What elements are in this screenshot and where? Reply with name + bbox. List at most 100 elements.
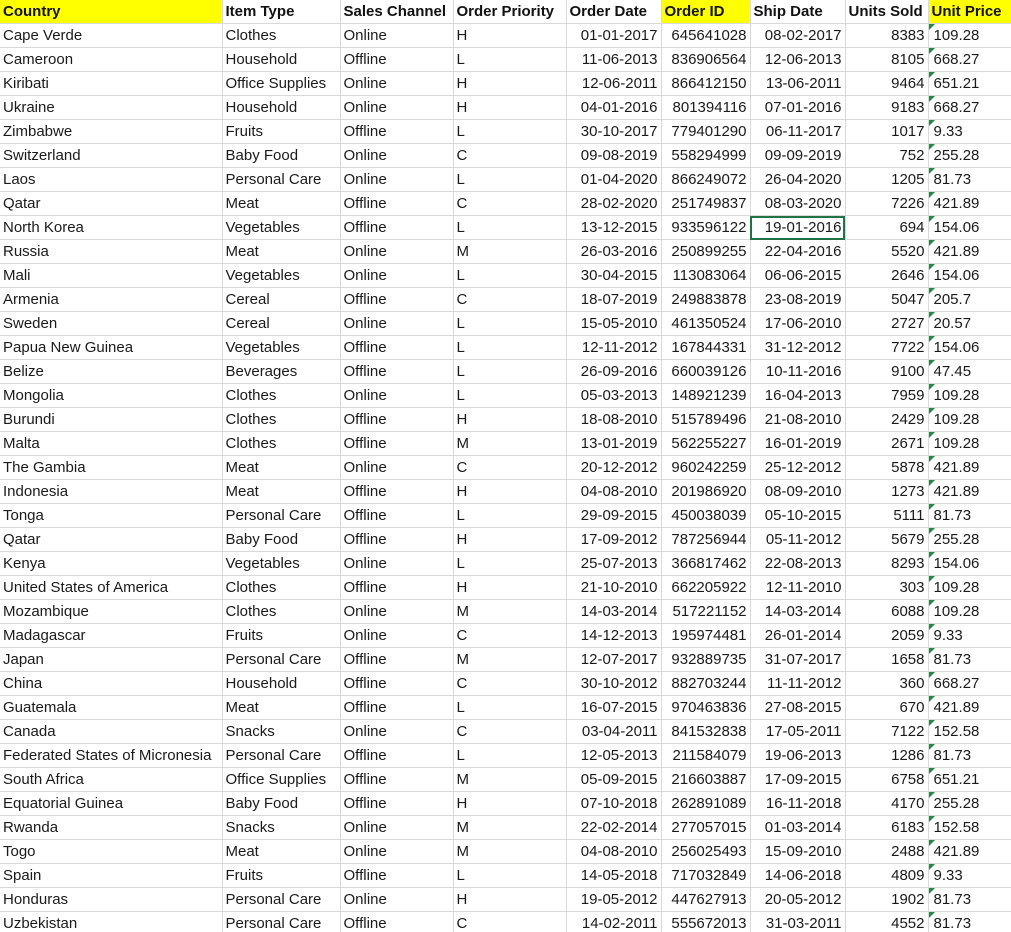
cell-item-type[interactable]: Vegetables <box>222 335 341 360</box>
cell-country[interactable]: Kenya <box>0 551 223 576</box>
cell-sales-channel[interactable]: Offline <box>340 119 454 144</box>
cell-country[interactable]: Mali <box>0 263 223 288</box>
cell-order-priority[interactable]: L <box>453 503 567 528</box>
cell-ship-date[interactable]: 22-08-2013 <box>750 551 846 576</box>
cell-item-type[interactable]: Fruits <box>222 863 341 888</box>
cell-item-type[interactable]: Fruits <box>222 119 341 144</box>
cell-item-type[interactable]: Household <box>222 671 341 696</box>
cell-order-priority[interactable]: C <box>453 911 567 932</box>
cell-ship-date[interactable]: 10-11-2016 <box>750 359 846 384</box>
cell-unit-price[interactable]: 205.7 <box>928 287 1011 312</box>
cell-item-type[interactable]: Household <box>222 47 341 72</box>
cell-ship-date[interactable]: 09-09-2019 <box>750 143 846 168</box>
cell-order-priority[interactable]: M <box>453 839 567 864</box>
cell-sales-channel[interactable]: Online <box>340 551 454 576</box>
cell-sales-channel[interactable]: Online <box>340 719 454 744</box>
cell-item-type[interactable]: Clothes <box>222 383 341 408</box>
cell-sales-channel[interactable]: Offline <box>340 503 454 528</box>
cell-order-date[interactable]: 29-09-2015 <box>566 503 662 528</box>
cell-item-type[interactable]: Baby Food <box>222 527 341 552</box>
cell-order-priority[interactable]: L <box>453 359 567 384</box>
cell-unit-price[interactable]: 81.73 <box>928 647 1011 672</box>
cell-ship-date[interactable]: 14-06-2018 <box>750 863 846 888</box>
cell-order-date[interactable]: 21-10-2010 <box>566 575 662 600</box>
cell-order-date[interactable]: 20-12-2012 <box>566 455 662 480</box>
cell-country[interactable]: Russia <box>0 239 223 264</box>
cell-order-priority[interactable]: H <box>453 479 567 504</box>
cell-order-priority[interactable]: H <box>453 575 567 600</box>
cell-ship-date[interactable]: 17-06-2010 <box>750 311 846 336</box>
cell-country[interactable]: Cape Verde <box>0 23 223 48</box>
cell-sales-channel[interactable]: Online <box>340 23 454 48</box>
cell-units-sold[interactable]: 4552 <box>845 911 929 932</box>
column-header-country[interactable]: Country <box>0 0 223 24</box>
cell-order-date[interactable]: 16-07-2015 <box>566 695 662 720</box>
cell-order-date[interactable]: 30-10-2017 <box>566 119 662 144</box>
cell-sales-channel[interactable]: Offline <box>340 215 454 240</box>
cell-sales-channel[interactable]: Online <box>340 815 454 840</box>
cell-order-id[interactable]: 277057015 <box>661 815 751 840</box>
cell-order-priority[interactable]: M <box>453 767 567 792</box>
cell-unit-price[interactable]: 668.27 <box>928 95 1011 120</box>
cell-order-id[interactable]: 645641028 <box>661 23 751 48</box>
cell-ship-date[interactable]: 11-11-2012 <box>750 671 846 696</box>
cell-order-id[interactable]: 779401290 <box>661 119 751 144</box>
cell-order-priority[interactable]: H <box>453 407 567 432</box>
cell-order-id[interactable]: 201986920 <box>661 479 751 504</box>
cell-order-priority[interactable]: L <box>453 863 567 888</box>
cell-country[interactable]: Zimbabwe <box>0 119 223 144</box>
cell-sales-channel[interactable]: Online <box>340 623 454 648</box>
cell-country[interactable]: Canada <box>0 719 223 744</box>
cell-unit-price[interactable]: 421.89 <box>928 455 1011 480</box>
cell-unit-price[interactable]: 9.33 <box>928 863 1011 888</box>
cell-order-date[interactable]: 05-09-2015 <box>566 767 662 792</box>
cell-order-id[interactable]: 882703244 <box>661 671 751 696</box>
cell-order-date[interactable]: 12-11-2012 <box>566 335 662 360</box>
cell-country[interactable]: Guatemala <box>0 695 223 720</box>
cell-unit-price[interactable]: 109.28 <box>928 599 1011 624</box>
cell-sales-channel[interactable]: Online <box>340 455 454 480</box>
cell-unit-price[interactable]: 421.89 <box>928 839 1011 864</box>
cell-units-sold[interactable]: 1273 <box>845 479 929 504</box>
cell-sales-channel[interactable]: Online <box>340 167 454 192</box>
cell-units-sold[interactable]: 5111 <box>845 503 929 528</box>
cell-order-id[interactable]: 366817462 <box>661 551 751 576</box>
cell-units-sold[interactable]: 6183 <box>845 815 929 840</box>
cell-ship-date[interactable]: 05-10-2015 <box>750 503 846 528</box>
cell-unit-price[interactable]: 668.27 <box>928 671 1011 696</box>
cell-units-sold[interactable]: 6088 <box>845 599 929 624</box>
cell-country[interactable]: Kiribati <box>0 71 223 96</box>
column-header-item-type[interactable]: Item Type <box>222 0 341 24</box>
cell-ship-date[interactable]: 27-08-2015 <box>750 695 846 720</box>
cell-item-type[interactable]: Office Supplies <box>222 767 341 792</box>
cell-item-type[interactable]: Cereal <box>222 287 341 312</box>
cell-item-type[interactable]: Beverages <box>222 359 341 384</box>
column-header-order-date[interactable]: Order Date <box>566 0 662 24</box>
cell-item-type[interactable]: Personal Care <box>222 503 341 528</box>
cell-unit-price[interactable]: 154.06 <box>928 263 1011 288</box>
cell-item-type[interactable]: Meat <box>222 239 341 264</box>
cell-order-id[interactable]: 801394116 <box>661 95 751 120</box>
cell-unit-price[interactable]: 20.57 <box>928 311 1011 336</box>
cell-order-priority[interactable]: L <box>453 167 567 192</box>
cell-order-id[interactable]: 558294999 <box>661 143 751 168</box>
cell-order-id[interactable]: 216603887 <box>661 767 751 792</box>
cell-item-type[interactable]: Personal Care <box>222 911 341 932</box>
cell-sales-channel[interactable]: Online <box>340 71 454 96</box>
cell-order-priority[interactable]: C <box>453 287 567 312</box>
cell-sales-channel[interactable]: Online <box>340 311 454 336</box>
cell-units-sold[interactable]: 1286 <box>845 743 929 768</box>
cell-order-date[interactable]: 22-02-2014 <box>566 815 662 840</box>
cell-order-date[interactable]: 11-06-2013 <box>566 47 662 72</box>
cell-order-date[interactable]: 18-08-2010 <box>566 407 662 432</box>
cell-country[interactable]: Tonga <box>0 503 223 528</box>
cell-unit-price[interactable]: 651.21 <box>928 71 1011 96</box>
cell-country[interactable]: Honduras <box>0 887 223 912</box>
cell-country[interactable]: United States of America <box>0 575 223 600</box>
cell-unit-price[interactable]: 154.06 <box>928 215 1011 240</box>
cell-order-id[interactable]: 262891089 <box>661 791 751 816</box>
cell-sales-channel[interactable]: Offline <box>340 335 454 360</box>
cell-ship-date[interactable]: 26-01-2014 <box>750 623 846 648</box>
cell-ship-date[interactable]: 19-06-2013 <box>750 743 846 768</box>
